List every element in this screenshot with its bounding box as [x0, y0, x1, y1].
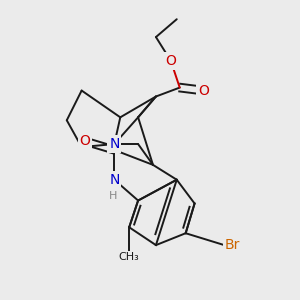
Text: H: H: [109, 191, 117, 201]
Text: N: N: [109, 137, 119, 151]
Text: CH₃: CH₃: [119, 252, 140, 262]
Text: O: O: [79, 134, 90, 148]
Text: Br: Br: [224, 238, 240, 252]
Text: O: O: [165, 54, 176, 68]
Text: N: N: [109, 173, 119, 187]
Text: O: O: [198, 84, 209, 98]
